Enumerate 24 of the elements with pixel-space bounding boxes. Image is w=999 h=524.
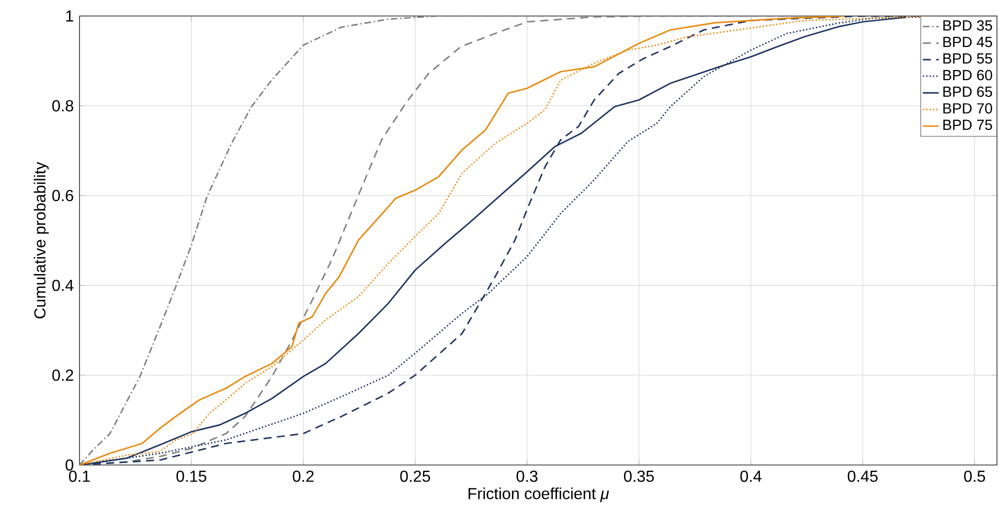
- x-tick-label: 0.4: [740, 470, 762, 482]
- x-tick-label: 0.15: [176, 470, 206, 482]
- y-tick-label: 0: [66, 459, 74, 471]
- x-tick-label: 0.35: [624, 470, 654, 482]
- legend-label: BPD 35: [943, 20, 992, 31]
- legend-label: BPD 45: [943, 36, 992, 48]
- x-tick-label: 0.25: [400, 470, 430, 482]
- legend-label: BPD 75: [943, 120, 992, 130]
- y-axis-title: Cumulative probability: [34, 162, 49, 318]
- x-axis-title: Friction coefficient μ: [468, 488, 609, 502]
- legend-label: BPD 55: [943, 53, 992, 64]
- x-tick-label: 0.1: [69, 470, 90, 482]
- x-tick-label: 0.2: [292, 470, 314, 482]
- y-tick-label: 0.8: [52, 100, 74, 112]
- x-tick-label: 0.5: [964, 470, 986, 482]
- legend-label: BPD 70: [943, 103, 992, 114]
- x-tick-label: 0.45: [848, 470, 878, 482]
- y-tick-label: 0.4: [52, 280, 74, 292]
- legend-label: BPD 60: [943, 70, 992, 80]
- y-tick-label: 1: [66, 10, 74, 22]
- y-tick-label: 0.2: [52, 370, 74, 381]
- y-tick-label: 0.6: [52, 190, 74, 202]
- legend-label: BPD 65: [943, 86, 992, 97]
- x-tick-label: 0.3: [516, 470, 538, 482]
